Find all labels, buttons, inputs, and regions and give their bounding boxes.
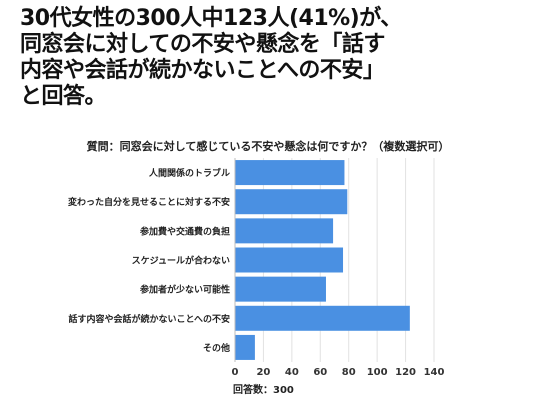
headline-line-3: 内容や会話が続かないことへの不安」 [20, 58, 385, 83]
x-tick-label-6: 120 [395, 367, 416, 378]
x-tick-label-3: 60 [313, 367, 327, 378]
category-label-5: 話す内容や会話が続かないことへの不安 [68, 313, 230, 325]
bar-1 [235, 189, 348, 215]
bar-4 [235, 276, 326, 302]
bar-6 [235, 334, 255, 360]
x-tick-label-1: 20 [256, 367, 270, 378]
x-tick-label-0: 0 [232, 367, 239, 378]
bar-0 [235, 160, 345, 186]
category-label-0: 人間関係のトラブル [148, 167, 230, 179]
category-label-6: その他 [203, 342, 230, 354]
category-label-2: 参加費や交通費の負担 [140, 225, 230, 237]
category-label-3: スケジュールが合わない [132, 255, 230, 267]
x-tick-label-2: 40 [285, 367, 299, 378]
bar-3 [235, 247, 344, 273]
chart-title: 質問：同窓会に対して感じている不安や懸念は何ですか？（複数選択可） [86, 140, 450, 153]
headline-line-2: 同窓会に対しての不安や懸念を「話す [20, 32, 385, 57]
response-count: 回答数：300 [233, 385, 294, 396]
bar-2 [235, 218, 334, 244]
x-tick-label-4: 80 [342, 367, 356, 378]
bar-5 [235, 305, 410, 331]
category-label-4: 参加者が少ない可能性 [140, 284, 230, 296]
category-label-1: 変わった自分を見せることに対する不安 [68, 196, 230, 208]
headline-line-1: 30代女性の300人中123人(41%)が、 [20, 6, 402, 31]
headline: 30代女性の300人中123人(41%)が、 同窓会に対しての不安や懸念を「話す… [20, 6, 530, 110]
headline-line-4: と回答。 [20, 84, 107, 109]
x-tick-label-5: 100 [367, 367, 388, 378]
x-tick-label-7: 140 [424, 367, 445, 378]
